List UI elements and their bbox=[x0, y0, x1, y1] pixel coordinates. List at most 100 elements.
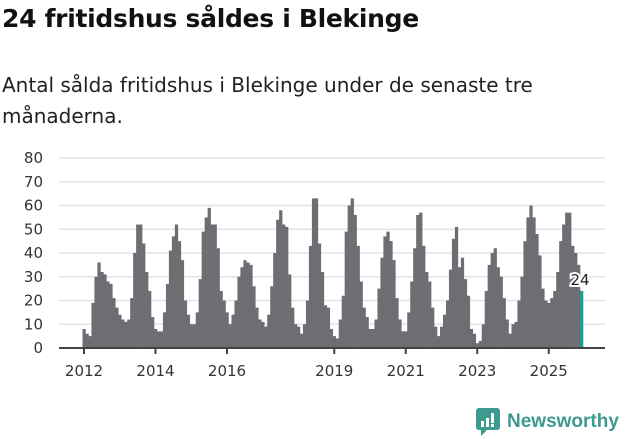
bar bbox=[270, 286, 274, 348]
bar bbox=[398, 319, 402, 348]
bar bbox=[463, 279, 468, 348]
bar bbox=[559, 241, 563, 348]
newsworthy-logo[interactable]: Newsworthy bbox=[476, 408, 619, 436]
y-tick-label: 50 bbox=[24, 220, 43, 238]
bar bbox=[103, 274, 107, 348]
bar bbox=[407, 312, 411, 348]
bar bbox=[219, 291, 223, 348]
bar bbox=[425, 272, 429, 348]
bar bbox=[151, 317, 155, 348]
bar bbox=[195, 312, 199, 348]
bar bbox=[317, 243, 322, 348]
bar bbox=[133, 253, 137, 348]
bar bbox=[347, 205, 351, 348]
bar bbox=[386, 231, 390, 348]
bar bbox=[311, 198, 316, 348]
bar bbox=[374, 319, 378, 348]
brand-name: Newsworthy bbox=[507, 411, 619, 432]
bar bbox=[294, 324, 298, 348]
bar bbox=[115, 307, 119, 348]
bar bbox=[234, 300, 238, 348]
bar bbox=[410, 281, 414, 348]
y-tick-label: 40 bbox=[24, 244, 43, 262]
y-tick-label: 0 bbox=[33, 339, 43, 357]
bar bbox=[180, 260, 185, 348]
bar bbox=[571, 245, 575, 348]
bar bbox=[448, 269, 453, 348]
bar bbox=[562, 224, 566, 348]
bar bbox=[544, 300, 548, 348]
bar bbox=[362, 307, 366, 348]
bar bbox=[550, 298, 554, 348]
bar bbox=[139, 224, 143, 348]
bar bbox=[231, 314, 235, 348]
bar bbox=[517, 300, 521, 348]
bar bbox=[383, 236, 387, 348]
bar bbox=[323, 305, 328, 348]
bar bbox=[389, 241, 393, 348]
x-axis: 2012 2014 2016 2019 2021 2023 2025 bbox=[59, 347, 605, 380]
bar bbox=[392, 260, 396, 348]
chart-subtitle: Antal sålda fritidshus i Blekinge under … bbox=[2, 73, 533, 128]
bar bbox=[237, 276, 241, 348]
bar bbox=[553, 291, 557, 348]
bar bbox=[434, 326, 438, 348]
x-tick-label: 2016 bbox=[208, 362, 246, 380]
bar bbox=[368, 329, 372, 348]
bar bbox=[145, 272, 149, 348]
bar bbox=[577, 264, 581, 348]
bar bbox=[124, 321, 128, 348]
y-tick-label: 60 bbox=[24, 197, 43, 215]
bar bbox=[335, 338, 340, 348]
bar bbox=[344, 231, 348, 348]
y-tick-label: 10 bbox=[24, 315, 43, 333]
bar bbox=[460, 257, 465, 348]
bar bbox=[308, 245, 313, 348]
y-tick-label: 30 bbox=[24, 268, 43, 286]
bar bbox=[445, 300, 450, 348]
bar bbox=[442, 314, 447, 348]
bar bbox=[106, 281, 110, 348]
bar bbox=[127, 319, 131, 348]
y-tick-label: 80 bbox=[24, 149, 43, 167]
bar bbox=[299, 333, 304, 348]
bar bbox=[156, 331, 161, 348]
bar bbox=[210, 224, 214, 348]
y-tick-label: 70 bbox=[24, 173, 43, 191]
bar bbox=[291, 307, 295, 348]
bar bbox=[213, 224, 217, 348]
bar bbox=[94, 276, 98, 348]
bar bbox=[246, 262, 250, 348]
bar bbox=[332, 336, 337, 348]
bar bbox=[580, 291, 584, 348]
bar bbox=[118, 314, 122, 348]
bar bbox=[353, 215, 357, 348]
bar bbox=[520, 276, 524, 348]
bar bbox=[365, 317, 369, 348]
bar bbox=[130, 298, 134, 348]
y-tick-label: 20 bbox=[24, 292, 43, 310]
bar bbox=[85, 333, 89, 348]
bar bbox=[222, 300, 226, 348]
bar bbox=[276, 219, 280, 348]
bar bbox=[282, 224, 286, 348]
y-axis: 0 10 20 30 40 50 60 70 80 bbox=[24, 149, 43, 357]
bar bbox=[419, 212, 423, 348]
annotation-label: 24 bbox=[570, 271, 589, 289]
bar bbox=[380, 257, 384, 348]
bar bbox=[547, 302, 551, 348]
bar bbox=[508, 333, 512, 348]
bar bbox=[481, 324, 485, 348]
bar bbox=[243, 260, 247, 348]
bar bbox=[431, 307, 435, 348]
bar bbox=[162, 312, 167, 348]
bar bbox=[472, 333, 477, 348]
x-tick-label: 2021 bbox=[387, 362, 425, 380]
bar bbox=[240, 267, 244, 348]
bar bbox=[514, 321, 518, 348]
bar bbox=[82, 329, 86, 348]
bar bbox=[100, 272, 104, 348]
bar bbox=[186, 314, 191, 348]
bar bbox=[475, 343, 480, 348]
bar bbox=[171, 236, 176, 348]
